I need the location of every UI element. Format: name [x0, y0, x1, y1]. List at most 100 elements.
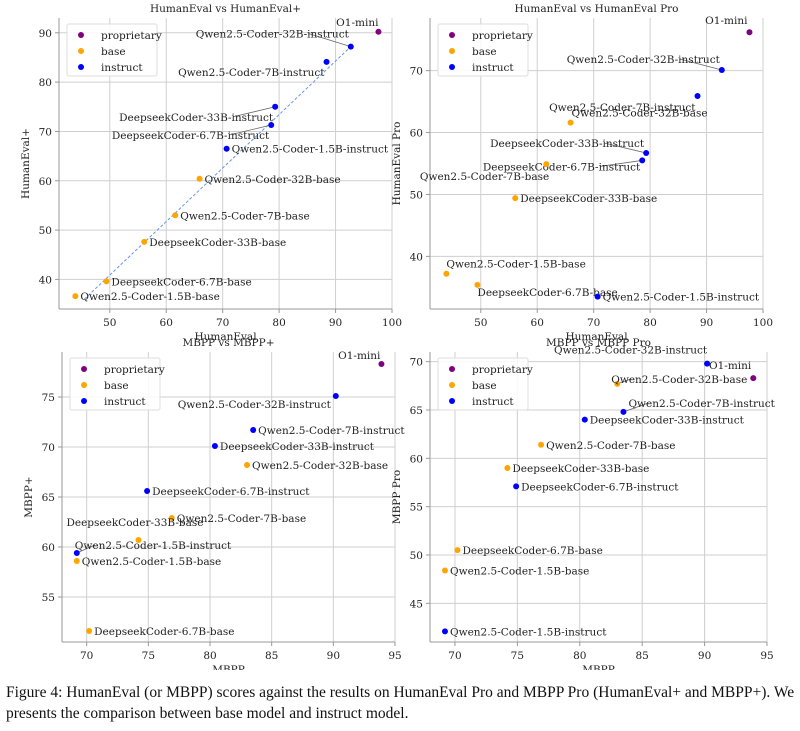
data-point-base [567, 119, 574, 126]
legend: proprietary base instruct [66, 23, 162, 77]
y-axis-label: MBPP Pro [391, 470, 403, 524]
legend-label: base [472, 380, 497, 392]
data-point-instruct [144, 488, 151, 494]
legend-marker-instruct [81, 398, 87, 404]
x-axis-label: MBPP [212, 664, 245, 670]
x-tick-label: 80 [573, 650, 586, 662]
data-point-instruct [73, 550, 80, 556]
point-label: Qwen2.5-Coder-7B-base [420, 171, 549, 183]
y-tick-label: 80 [39, 77, 52, 89]
point-label: Qwen2.5-Coder-7B-instruct [178, 67, 325, 79]
label-leader-line [679, 58, 722, 71]
point-label: DeepseekCoder-33B-instruct [590, 415, 745, 427]
point-label: Qwen2.5-Coder-1.5B-base [80, 291, 219, 303]
legend-label: instruct [101, 62, 143, 74]
point-label: DeepseekCoder-6.7B-base [462, 545, 602, 557]
data-point-base [141, 238, 148, 245]
chart-title: HumanEval vs HumanEval+ [150, 3, 301, 15]
x-tick-label: 100 [382, 317, 402, 329]
data-point-instruct [223, 145, 230, 152]
point-label: DeepseekCoder-33B-base [149, 237, 286, 249]
x-tick-label: 75 [142, 650, 155, 662]
x-tick-label: 100 [753, 317, 773, 329]
point-label: DeepseekCoder-6.7B-instruct [483, 161, 641, 173]
x-tick-label: 70 [448, 650, 461, 662]
point-label: DeepseekCoder-6.7B-base [111, 276, 251, 288]
data-point-proprietary [375, 28, 382, 35]
point-label: DeepseekCoder-6.7B-instruct [112, 130, 270, 142]
point-label: Qwen2.5-Coder-32B-instruct [554, 345, 708, 357]
data-point-instruct [513, 483, 520, 490]
y-tick-label: 75 [42, 392, 55, 404]
label-leader-line [229, 124, 272, 136]
y-tick-label: 70 [42, 442, 55, 454]
x-tick-label: 85 [265, 650, 278, 662]
y-tick-label: 50 [410, 189, 423, 201]
legend-marker-proprietary [78, 32, 84, 38]
data-point-base [86, 628, 93, 634]
point-label: Qwen2.5-Coder-32B-instruct [567, 54, 721, 66]
y-tick-label: 60 [410, 453, 423, 465]
point-label: Qwen2.5-Coder-1.5B-instruct [450, 626, 607, 638]
legend-label: base [101, 46, 126, 58]
point-label: Qwen2.5-Coder-1.5B-instruct [603, 292, 760, 304]
x-tick-label: 85 [635, 650, 648, 662]
data-point-base [103, 278, 110, 285]
data-point-proprietary [750, 375, 757, 382]
scatter-panel-3: 70 75 80 85 90 95 55 60 65 70 75 MBPP vs MBPP+ MBPP M… [23, 337, 405, 670]
data-point-proprietary [746, 29, 753, 36]
legend: proprietary base instruct [69, 357, 165, 411]
point-label: Qwen2.5-Coder-7B-base [177, 513, 306, 525]
point-label: Qwen2.5-Coder-32B-instruct [196, 29, 350, 41]
legend-marker-base [81, 382, 87, 388]
chart-title: MBPP vs MBPP Pro [546, 337, 651, 349]
point-label: Qwen2.5-Coder-1.5B-base [82, 556, 221, 568]
legend: proprietary base instruct [437, 23, 533, 77]
y-tick-label: 70 [410, 357, 423, 369]
y-tick-label: 40 [39, 274, 52, 286]
y-tick-label: 60 [410, 128, 423, 140]
data-point-instruct [643, 149, 650, 156]
data-point-instruct [272, 103, 279, 110]
data-point-base [504, 465, 511, 471]
x-tick-label: 80 [203, 650, 216, 662]
chart-title: HumanEval vs HumanEval Pro [515, 3, 679, 15]
point-label: O1-mini [336, 17, 379, 29]
legend: proprietary base instruct [437, 357, 533, 411]
data-point-instruct [594, 293, 601, 300]
data-point-instruct [581, 416, 588, 423]
y-tick-label: 50 [410, 550, 423, 562]
point-label: DeepseekCoder-33B-instruct [490, 138, 645, 150]
x-tick-label: 70 [216, 317, 229, 329]
point-label: O1-mini [709, 360, 752, 372]
data-point-proprietary [378, 361, 385, 367]
legend-label: proprietary [104, 364, 165, 376]
y-tick-label: 55 [42, 592, 55, 604]
legend-marker-base [449, 382, 455, 388]
x-tick-label: 80 [272, 317, 285, 329]
x-tick-label: 90 [327, 650, 340, 662]
point-label: Qwen2.5-Coder-32B-base [572, 108, 708, 120]
y-tick-label: 40 [410, 251, 423, 263]
point-label: DeepseekCoder-33B-base [512, 463, 649, 475]
label-leader-line [233, 106, 276, 118]
point-label: Qwen2.5-Coder-32B-instruct [178, 399, 332, 411]
legend-marker-instruct [449, 398, 455, 404]
legend-label: proprietary [472, 364, 533, 376]
legend-label: instruct [472, 62, 514, 74]
y-tick-label: 70 [410, 66, 423, 78]
point-label: Qwen2.5-Coder-7B-base [546, 440, 675, 452]
point-label: Qwen2.5-Coder-7B-instruct [258, 425, 405, 437]
data-point-base [474, 281, 481, 288]
y-tick-label: 50 [39, 225, 52, 237]
y-tick-label: 45 [410, 598, 423, 610]
y-tick-label: 70 [39, 126, 52, 138]
label-leader-line [604, 142, 647, 154]
data-point-base [196, 175, 203, 182]
point-label: O1-mini [705, 15, 748, 27]
y-axis-label: HumanEval+ [20, 128, 32, 199]
x-axis-label: HumanEval [565, 331, 628, 343]
legend-marker-instruct [78, 64, 84, 70]
y-tick-label: 60 [42, 542, 55, 554]
legend-box [437, 23, 529, 77]
